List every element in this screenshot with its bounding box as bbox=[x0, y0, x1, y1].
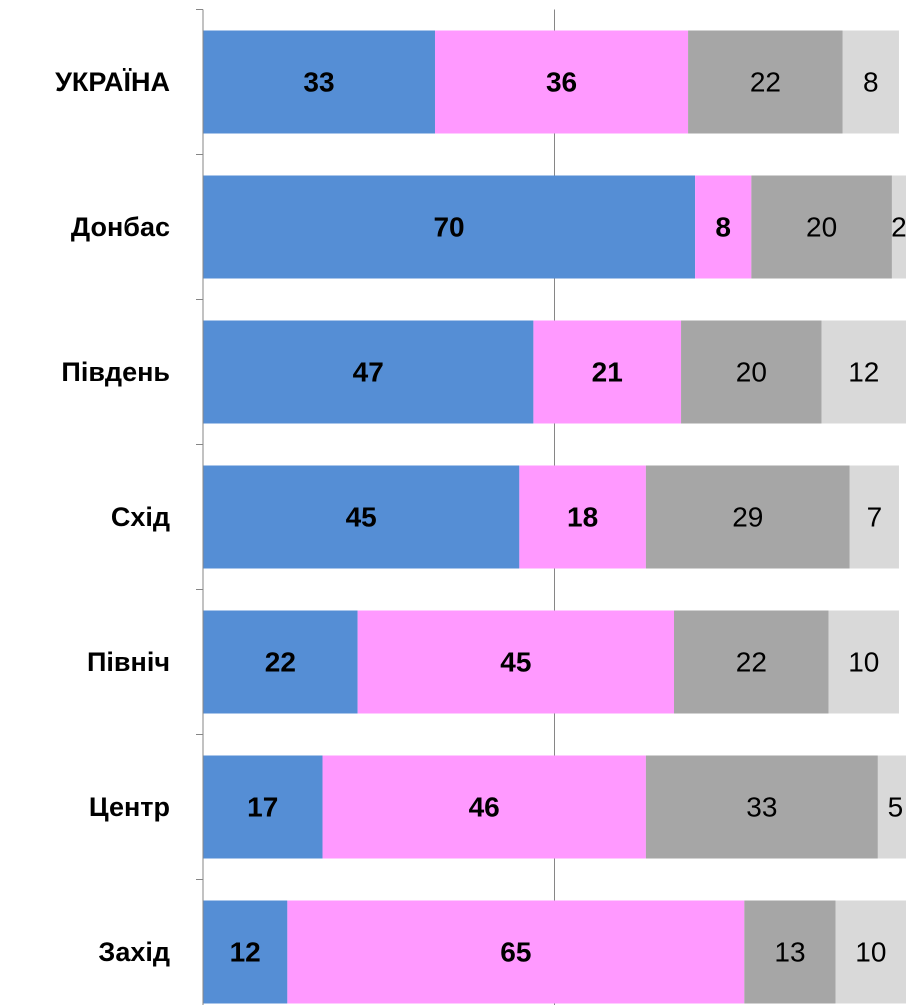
bar-segment bbox=[434, 30, 689, 134]
category-label: Донбас bbox=[71, 212, 170, 242]
bar-segment bbox=[695, 175, 752, 279]
category-label: Північ bbox=[87, 647, 170, 677]
value-label: 7 bbox=[867, 502, 883, 533]
value-label: 12 bbox=[230, 937, 261, 968]
value-label: 46 bbox=[469, 792, 500, 823]
value-label: 5 bbox=[888, 792, 904, 823]
bar-segment bbox=[877, 755, 906, 859]
value-label: 45 bbox=[500, 647, 531, 678]
bar-segment bbox=[744, 900, 836, 1004]
bar-segment bbox=[287, 900, 745, 1004]
value-label: 65 bbox=[500, 937, 531, 968]
bar-segment bbox=[519, 465, 646, 569]
value-label: 8 bbox=[863, 67, 879, 98]
bar-segment bbox=[533, 320, 682, 424]
bar-segment bbox=[203, 320, 534, 424]
value-label: 22 bbox=[736, 647, 767, 678]
bar-segment bbox=[645, 755, 878, 859]
bar-segment bbox=[203, 610, 358, 714]
value-label: 17 bbox=[247, 792, 278, 823]
bar-segment bbox=[357, 610, 675, 714]
bar-segment bbox=[688, 30, 843, 134]
value-label: 29 bbox=[732, 502, 763, 533]
bar-segment bbox=[681, 320, 822, 424]
bar-segment bbox=[842, 30, 899, 134]
value-label: 33 bbox=[303, 67, 334, 98]
bar-segment bbox=[835, 900, 906, 1004]
bar-segment bbox=[821, 320, 906, 424]
bar-segment bbox=[828, 610, 899, 714]
value-label: 22 bbox=[265, 647, 296, 678]
value-label: 18 bbox=[567, 502, 598, 533]
value-label: 47 bbox=[353, 357, 384, 388]
bar-segment bbox=[203, 175, 696, 279]
category-label: Захід bbox=[98, 937, 170, 967]
bar-segment bbox=[751, 175, 892, 279]
value-label: 10 bbox=[855, 937, 886, 968]
value-label: 20 bbox=[736, 357, 767, 388]
value-label: 13 bbox=[774, 937, 805, 968]
value-label: 8 bbox=[715, 212, 731, 243]
value-label: 20 bbox=[806, 212, 837, 243]
bar-segment bbox=[891, 175, 906, 279]
category-label: УКРАЇНА bbox=[55, 67, 170, 97]
value-label: 33 bbox=[746, 792, 777, 823]
category-label: Південь bbox=[61, 357, 170, 387]
bar-segment bbox=[203, 30, 435, 134]
value-label: 12 bbox=[848, 357, 879, 388]
category-label: Схід bbox=[111, 502, 170, 532]
bar-segment bbox=[203, 465, 520, 569]
value-label: 70 bbox=[433, 212, 464, 243]
value-label: 22 bbox=[750, 67, 781, 98]
category-label: Центр bbox=[89, 792, 170, 822]
value-label: 36 bbox=[546, 67, 577, 98]
value-label: 10 bbox=[848, 647, 879, 678]
value-label: 45 bbox=[346, 502, 377, 533]
value-label: 2 bbox=[891, 212, 906, 243]
bar-segment bbox=[645, 465, 850, 569]
bar-segment bbox=[674, 610, 829, 714]
bar-segment bbox=[203, 900, 288, 1004]
bar-segment bbox=[849, 465, 899, 569]
bar-segment bbox=[322, 755, 646, 859]
value-label: 21 bbox=[592, 357, 623, 388]
bar-segment bbox=[203, 755, 323, 859]
